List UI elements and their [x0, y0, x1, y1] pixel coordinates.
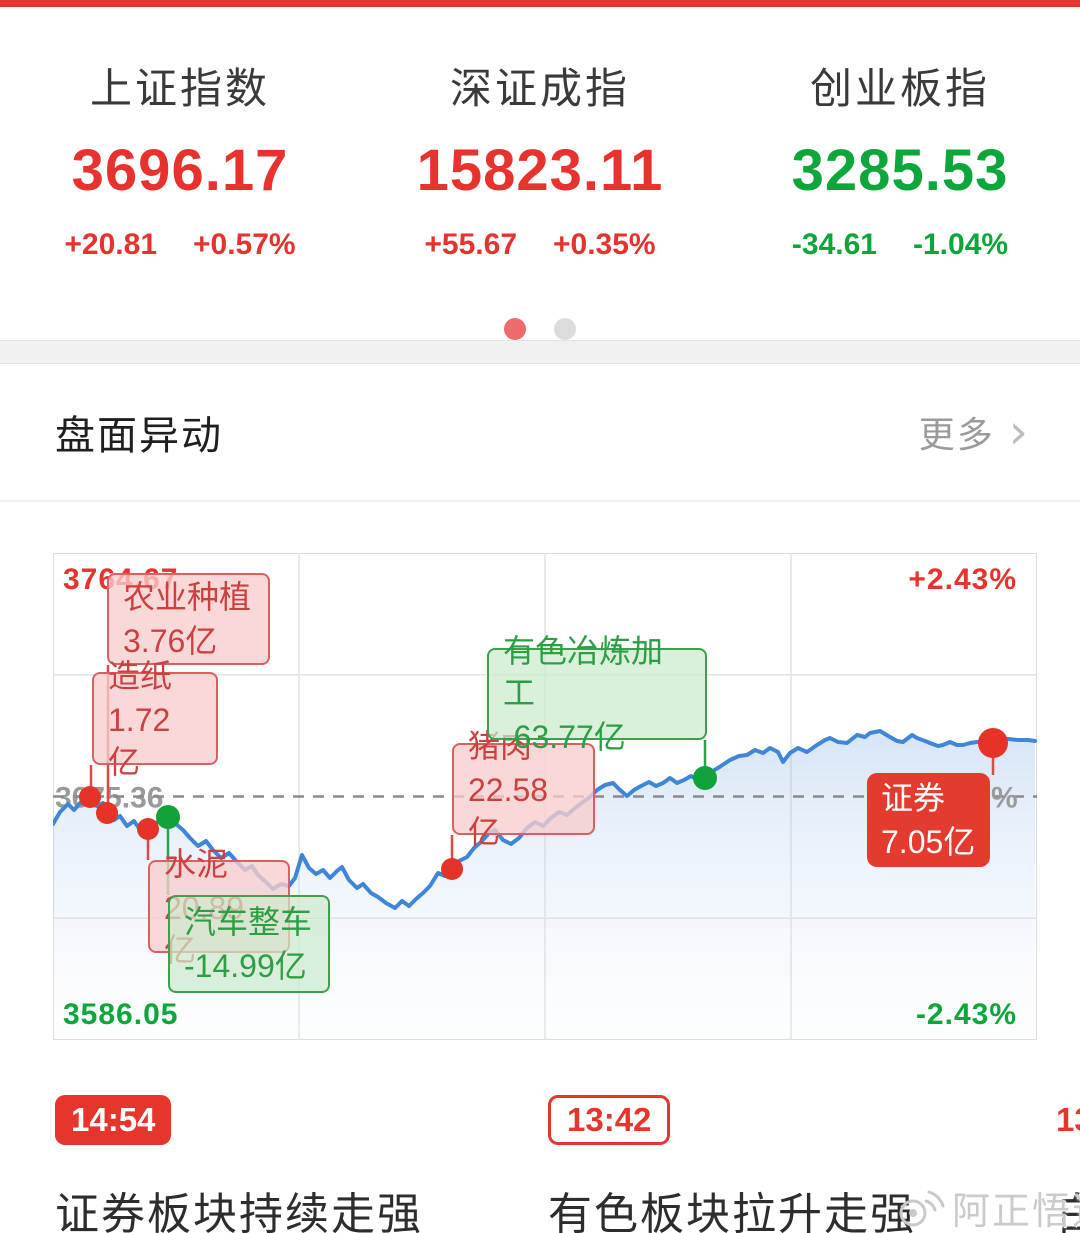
- index-quotes-strip: 上证指数 3696.17 +20.81 +0.57% 深证成指 15823.11…: [0, 7, 1080, 340]
- annotation-label: 农业种植: [123, 579, 252, 615]
- annotation-nonferrous[interactable]: 有色冶炼加工 -63.77亿: [487, 633, 707, 755]
- annotation-value: 1.72亿: [108, 701, 171, 780]
- news-headline: 证券板块持续走强: [55, 1190, 423, 1233]
- watermark-text: 阿正悟道: [952, 1191, 1080, 1233]
- annotation-value: -14.99亿: [184, 948, 307, 984]
- more-link[interactable]: 更多 ›: [919, 406, 1028, 458]
- annotation-value: -63.77亿: [503, 719, 626, 755]
- annotation-auto[interactable]: 汽车整车 -14.99亿: [168, 895, 330, 993]
- watermark: 阿正悟道: [898, 1180, 1080, 1233]
- news-headline: 白: [1056, 1178, 1080, 1233]
- annotation-value: 3.76亿: [123, 623, 218, 659]
- annotation-label: 证券: [881, 780, 946, 816]
- index-value: 15823.11: [416, 138, 664, 203]
- chevron-right-icon: ›: [1008, 404, 1028, 460]
- carousel-pagination: [0, 318, 1080, 340]
- annotation-securities[interactable]: 证券 7.05亿: [867, 773, 990, 867]
- pct-min-label: -2.43%: [915, 998, 1017, 1031]
- index-name: 上证指数: [89, 65, 270, 112]
- pagination-dot-inactive[interactable]: [554, 318, 576, 340]
- index-change: -34.61: [791, 228, 877, 261]
- pagination-dot-active[interactable]: [504, 318, 526, 340]
- weibo-icon: [899, 1190, 945, 1226]
- time-badge: 13: [1056, 1101, 1080, 1138]
- minute-chart[interactable]: 3675.36% 3764.67 +2.43% 3586.05 -2.43% 农…: [53, 553, 1037, 1040]
- annotation-label: 造纸: [108, 657, 173, 694]
- time-badge: 14:54: [55, 1095, 172, 1145]
- more-label: 更多: [918, 414, 995, 455]
- y-min-label: 3586.05: [63, 998, 179, 1031]
- annotation-label: 汽车整车: [184, 904, 313, 940]
- section-divider-band: [0, 340, 1080, 364]
- news-row: 14:54 证券板块持续走强 13:42 有色板块拉升走强 13 白 阿正悟道: [0, 1080, 1080, 1233]
- index-change-pct: +0.57%: [193, 228, 296, 261]
- annotation-agriculture[interactable]: 农业种植 3.76亿: [107, 573, 270, 665]
- annotation-pork[interactable]: 猪肉 22.58亿: [452, 728, 595, 850]
- index-card-shanghai[interactable]: 上证指数 3696.17 +20.81 +0.57%: [0, 65, 360, 340]
- index-change: +55.67: [424, 228, 517, 261]
- index-change: +20.81: [64, 228, 157, 261]
- annotation-papermaking[interactable]: 造纸 1.72亿: [92, 658, 218, 780]
- annotation-label: 水泥: [164, 845, 229, 882]
- index-value: 3696.17: [71, 138, 289, 203]
- annotation-label: 有色冶炼加工: [503, 633, 664, 711]
- annotation-value: 7.05亿: [881, 824, 976, 860]
- index-card-shenzhen[interactable]: 深证成指 15823.11 +55.67 +0.35%: [360, 65, 720, 340]
- section-title: 盘面异动: [55, 414, 223, 458]
- index-value: 3285.53: [791, 138, 1009, 203]
- annotation-value: 22.58亿: [468, 772, 549, 850]
- pct-max-label: +2.43%: [908, 563, 1017, 596]
- index-change-pct: +0.35%: [553, 228, 656, 261]
- time-badge: 13:42: [548, 1095, 671, 1145]
- svg-text:%: %: [991, 782, 1018, 815]
- section-header: 盘面异动 更多 ›: [0, 364, 1080, 502]
- minute-chart-area: 3675.36% 3764.67 +2.43% 3586.05 -2.43% 农…: [0, 502, 1080, 1080]
- top-accent-bar: [0, 0, 1080, 7]
- news-headline: 有色板块拉升走强: [548, 1190, 916, 1233]
- index-card-chinext[interactable]: 创业板指 3285.53 -34.61 -1.04%: [720, 65, 1080, 340]
- index-name: 深证成指: [449, 65, 630, 112]
- index-name: 创业板指: [809, 65, 990, 112]
- index-change-pct: -1.04%: [913, 228, 1009, 261]
